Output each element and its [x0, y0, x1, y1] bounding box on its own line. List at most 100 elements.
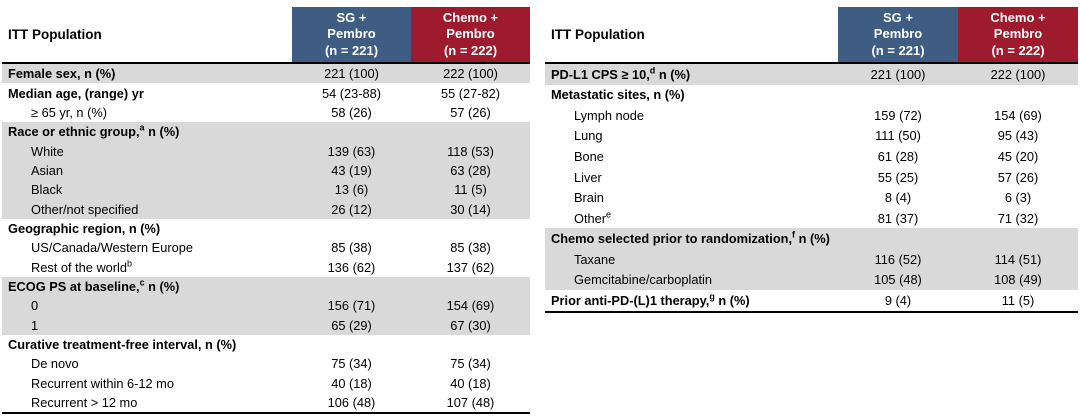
- value-sg-pembro: 54 (23-88): [321, 85, 382, 101]
- row-label: ECOG PS at baseline,c n (%): [8, 277, 180, 294]
- row-label: Female sex, n (%): [8, 66, 116, 82]
- row-label: Lymph node: [574, 107, 644, 123]
- table-body: Female sex, n (%) 221 (100) 222 (100) Media…: [2, 62, 530, 415]
- value-sg-pembro: 55 (25): [877, 169, 919, 185]
- value-chemo-pembro: 63 (28): [450, 162, 491, 178]
- row-label: De novo: [31, 356, 79, 372]
- table-row: Black 13 (6) 11 (5): [2, 180, 530, 200]
- col-header-line: (n = 221): [871, 42, 925, 58]
- row-label: ≥ 65 yr, n (%): [31, 104, 108, 120]
- value-chemo-pembro: 57 (26): [450, 104, 491, 120]
- row-label: US/Canada/Western Europe: [31, 240, 193, 256]
- col-header-sg-pembro: SG + Pembro (n = 221): [838, 7, 958, 62]
- value-sg-pembro: 65 (29): [331, 317, 372, 333]
- value-sg-pembro: 105 (48): [874, 272, 922, 288]
- table-row: PD-L1 CPS ≥ 10,d n (%) 221 (100) 222 (100): [545, 64, 1078, 85]
- table-demographics: ITT Population SG + Pembro (n = 221) Che…: [2, 7, 530, 415]
- col-header-sg-pembro: SG + Pembro (n = 221): [292, 7, 411, 62]
- value-sg-pembro: 43 (19): [331, 162, 372, 178]
- col-header-line: Chemo +: [442, 9, 499, 25]
- value-sg-pembro: 13 (6): [334, 182, 369, 198]
- value-chemo-pembro: 57 (26): [997, 169, 1039, 185]
- row-label: Race or ethnic group,a n (%): [8, 122, 180, 140]
- value-sg-pembro: 9 (4): [884, 292, 912, 308]
- value-chemo-pembro: 71 (32): [997, 210, 1039, 226]
- table-row: Liver 55 (25) 57 (26): [545, 167, 1078, 188]
- row-label: Taxane: [574, 251, 616, 267]
- table-row: Prior anti-PD-(L)1 therapy,g n (%) 9 (4) 1…: [545, 290, 1078, 311]
- value-chemo-pembro: 45 (20): [997, 148, 1039, 164]
- value-chemo-pembro: 6 (3): [1004, 190, 1032, 206]
- col-header-line: (n = 221): [324, 42, 379, 58]
- row-label: Prior anti-PD-(L)1 therapy,g n (%): [551, 291, 750, 308]
- value-sg-pembro: 85 (38): [331, 240, 372, 256]
- table-row: ECOG PS at baseline,c n (%): [2, 276, 530, 297]
- row-label: Black: [31, 182, 63, 198]
- row-label: Othere: [574, 209, 612, 226]
- table-row: Other/not specified 26 (12) 30 (14): [2, 199, 530, 219]
- row-label: Median age, (range) yr: [8, 85, 144, 101]
- value-chemo-pembro: 11 (5): [1001, 292, 1035, 308]
- value-chemo-pembro: 85 (38): [450, 240, 491, 256]
- row-label: 1: [31, 317, 39, 333]
- table-row: Lung 111 (50) 95 (43): [545, 126, 1078, 147]
- value-chemo-pembro: 114 (51): [994, 251, 1042, 267]
- col-header-line: SG +: [883, 9, 913, 25]
- value-chemo-pembro: 75 (34): [450, 356, 491, 372]
- table-row: Metastatic sites, n (%): [545, 85, 1078, 106]
- row-label: Other/not specified: [31, 201, 139, 217]
- value-sg-pembro: 139 (63): [327, 143, 376, 159]
- table-row: Gemcitabine/carboplatin 105 (48) 108 (49): [545, 269, 1078, 291]
- value-chemo-pembro: 67 (30): [450, 317, 491, 333]
- row-label: Lung: [574, 128, 603, 144]
- value-sg-pembro: 221 (100): [324, 66, 379, 82]
- footnote-marker: b: [127, 258, 133, 269]
- row-label: Asian: [31, 162, 64, 178]
- row-label: Metastatic sites, n (%): [551, 87, 685, 103]
- table-row: Taxane 116 (52) 114 (51): [545, 248, 1078, 270]
- value-sg-pembro: 26 (12): [331, 201, 372, 217]
- value-sg-pembro: 8 (4): [884, 190, 912, 206]
- row-label: White: [31, 143, 64, 159]
- value-sg-pembro: 221 (100): [870, 66, 926, 82]
- table-row: Recurrent within 6-12 mo 40 (18) 40 (18): [2, 374, 530, 393]
- value-sg-pembro: 136 (62): [327, 259, 376, 275]
- footnote-marker: f: [792, 229, 796, 240]
- table-row: Female sex, n (%) 221 (100) 222 (100): [2, 64, 530, 84]
- value-sg-pembro: 75 (34): [331, 356, 372, 372]
- col-header-line: Chemo +: [990, 9, 1046, 25]
- table-body: PD-L1 CPS ≥ 10,d n (%) 221 (100) 222 (100)…: [545, 62, 1078, 313]
- row-label: Gemcitabine/carboplatin: [574, 272, 712, 288]
- value-chemo-pembro: 154 (69): [994, 107, 1042, 123]
- footnote-marker: g: [709, 291, 715, 302]
- value-chemo-pembro: 108 (49): [994, 272, 1042, 288]
- value-sg-pembro: 156 (71): [327, 298, 376, 314]
- table-row: Chemo selected prior to randomization,f …: [545, 228, 1078, 249]
- table-row: Rest of the worldb 136 (62) 137 (62): [2, 257, 530, 276]
- row-label: PD-L1 CPS ≥ 10,d n (%): [551, 65, 691, 82]
- value-chemo-pembro: 222 (100): [443, 66, 498, 82]
- col-header-line: SG +: [336, 9, 367, 25]
- table-row: Bone 61 (28) 45 (20): [545, 146, 1078, 167]
- footnote-marker: d: [649, 65, 656, 76]
- table-row: 0 156 (71) 154 (69): [2, 296, 530, 316]
- table-row: Othere 81 (37) 71 (32): [545, 208, 1078, 229]
- footnote-marker: e: [606, 209, 612, 220]
- table-row: Recurrent > 12 mo 106 (48) 107 (48): [2, 393, 530, 412]
- table-header: ITT Population SG + Pembro (n = 221) Che…: [2, 7, 530, 62]
- value-chemo-pembro: 11 (5): [454, 182, 487, 198]
- col-header-chemo-pembro: Chemo + Pembro (n = 222): [958, 7, 1078, 62]
- value-chemo-pembro: 107 (48): [446, 395, 495, 411]
- itt-population-label: ITT Population: [8, 27, 102, 42]
- value-chemo-pembro: 30 (14): [450, 201, 491, 217]
- col-header-chemo-pembro: Chemo + Pembro (n = 222): [411, 7, 530, 62]
- value-sg-pembro: 116 (52): [874, 251, 922, 267]
- value-sg-pembro: 81 (37): [877, 210, 919, 226]
- row-label: Curative treatment-free interval, n (%): [8, 336, 237, 352]
- value-chemo-pembro: 222 (100): [990, 66, 1046, 82]
- value-chemo-pembro: 40 (18): [450, 375, 491, 391]
- row-label: Liver: [574, 169, 602, 185]
- value-chemo-pembro: 95 (43): [997, 128, 1039, 144]
- table-row: Race or ethnic group,a n (%): [2, 122, 530, 142]
